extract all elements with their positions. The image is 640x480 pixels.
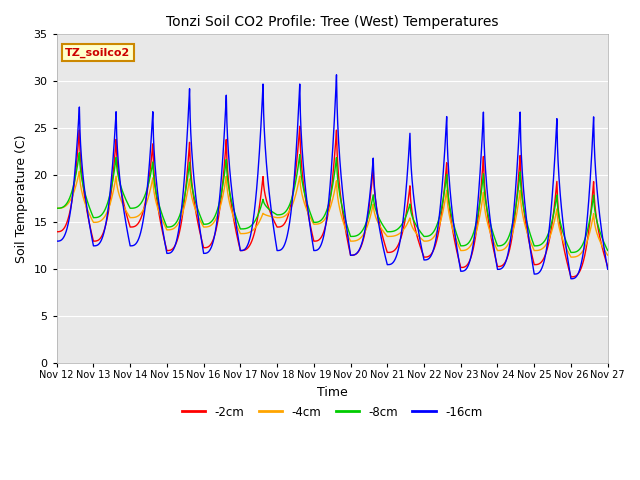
Y-axis label: Soil Temperature (C): Soil Temperature (C) — [15, 134, 28, 263]
Title: Tonzi Soil CO2 Profile: Tree (West) Temperatures: Tonzi Soil CO2 Profile: Tree (West) Temp… — [166, 15, 499, 29]
X-axis label: Time: Time — [317, 386, 348, 399]
Text: TZ_soilco2: TZ_soilco2 — [65, 48, 130, 58]
Legend: -2cm, -4cm, -8cm, -16cm: -2cm, -4cm, -8cm, -16cm — [177, 401, 488, 423]
